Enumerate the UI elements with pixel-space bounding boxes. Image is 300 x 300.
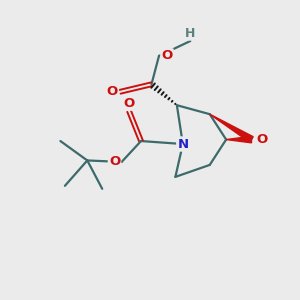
Text: O: O xyxy=(106,85,118,98)
Text: O: O xyxy=(124,97,135,110)
Text: O: O xyxy=(256,133,267,146)
Text: N: N xyxy=(177,137,188,151)
Text: O: O xyxy=(161,50,172,62)
Text: O: O xyxy=(109,155,120,168)
Polygon shape xyxy=(226,136,251,143)
Polygon shape xyxy=(210,114,253,142)
Text: H: H xyxy=(185,26,196,40)
